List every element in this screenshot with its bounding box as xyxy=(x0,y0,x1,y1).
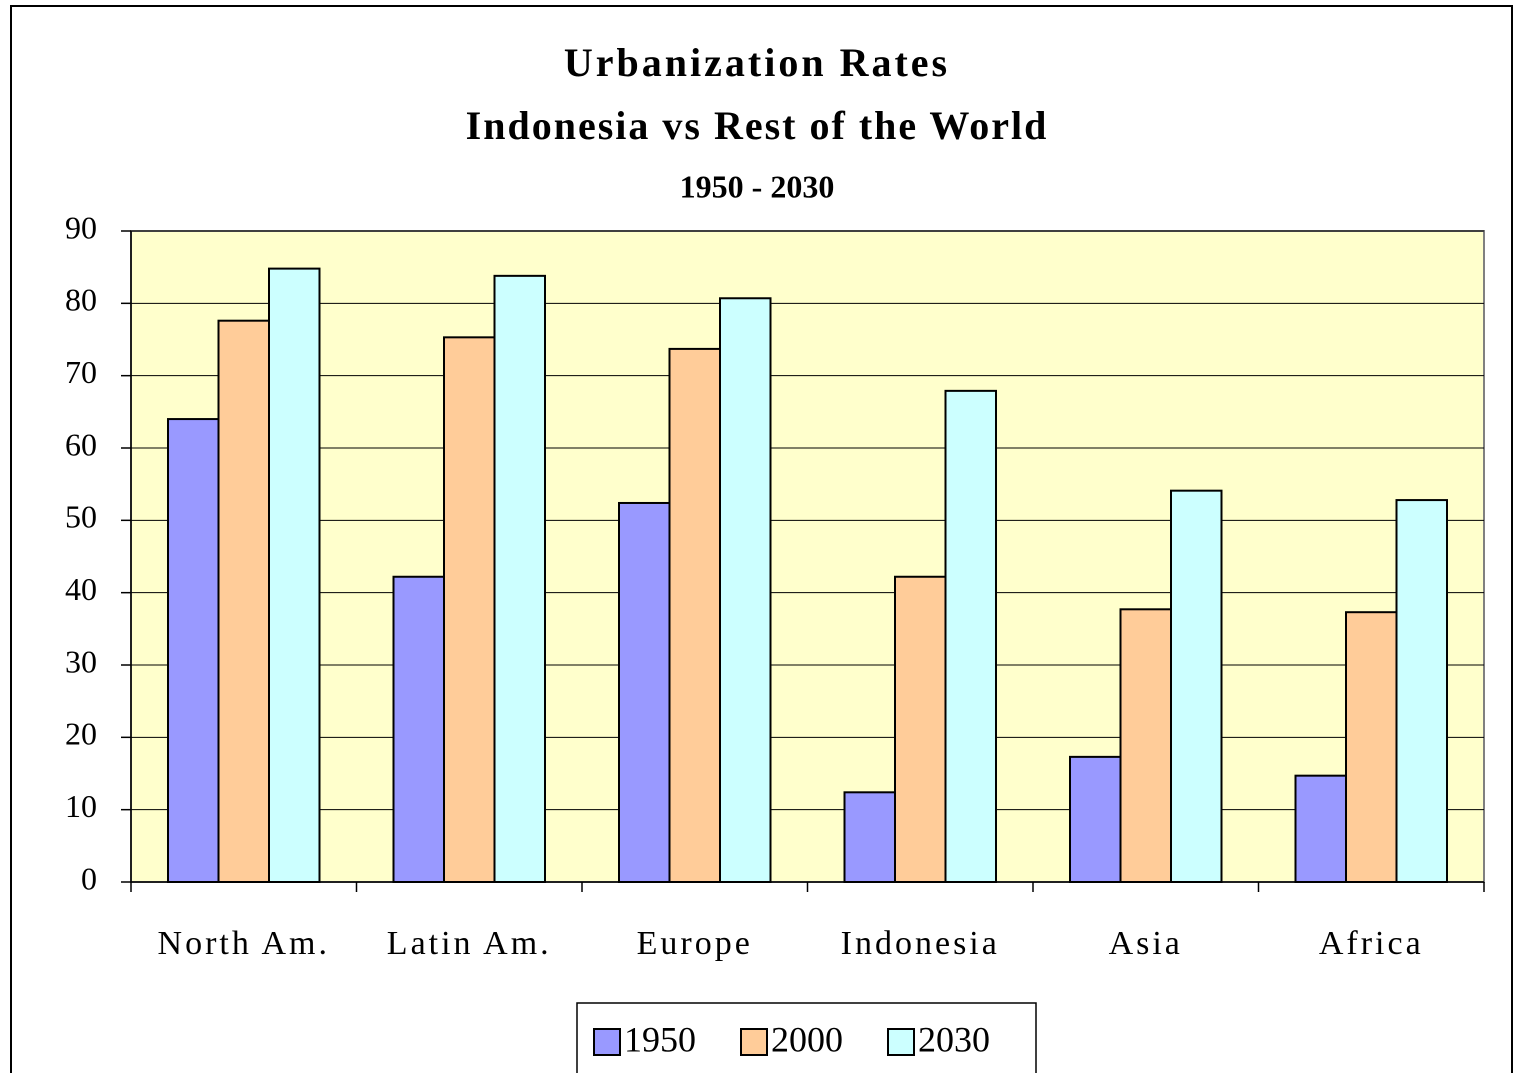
legend-label: 2000 xyxy=(771,1019,843,1059)
x-tick-label: Europe xyxy=(637,925,753,962)
y-tick-label: 0 xyxy=(81,860,97,896)
bar xyxy=(1395,499,1448,883)
x-tick-label: Indonesia xyxy=(841,925,1000,962)
chart-title: Urbanization Rates xyxy=(564,40,950,85)
bar xyxy=(443,336,496,883)
bar xyxy=(843,791,896,883)
legend-label: 2030 xyxy=(918,1019,990,1059)
bar xyxy=(1170,489,1223,883)
chart-frame xyxy=(10,5,1513,1073)
bar xyxy=(1069,755,1122,884)
bar xyxy=(668,347,721,883)
bar xyxy=(217,319,270,883)
bar xyxy=(1345,611,1398,883)
plot-area xyxy=(130,230,1485,883)
bar xyxy=(719,297,772,883)
chart-subtitle: 1950 - 2030 xyxy=(680,168,835,204)
y-tick-label: 90 xyxy=(65,209,97,245)
y-tick-label: 20 xyxy=(65,716,97,752)
bar xyxy=(944,389,997,883)
chart-subtitle: Indonesia vs Rest of the World xyxy=(466,103,1049,148)
bar xyxy=(167,418,220,883)
bar xyxy=(1119,608,1172,883)
y-tick-label: 30 xyxy=(65,643,97,679)
x-tick-label: North Am. xyxy=(158,925,330,962)
legend-label: 1950 xyxy=(624,1019,696,1059)
bar xyxy=(894,575,947,884)
y-tick-label: 80 xyxy=(65,282,97,318)
y-tick-label: 10 xyxy=(65,788,97,824)
legend-swatch xyxy=(740,1028,768,1056)
legend-swatch xyxy=(593,1028,621,1056)
bar xyxy=(1294,774,1347,883)
x-tick-label: Asia xyxy=(1109,925,1183,962)
bar xyxy=(392,575,445,884)
bar xyxy=(618,501,671,883)
y-tick-label: 50 xyxy=(65,499,97,535)
bar xyxy=(493,274,546,883)
y-tick-label: 60 xyxy=(65,426,97,462)
y-tick-label: 70 xyxy=(65,354,97,390)
y-tick-label: 40 xyxy=(65,571,97,607)
x-tick-label: Africa xyxy=(1319,925,1424,962)
legend-box xyxy=(576,1002,1037,1073)
x-tick-label: Latin Am. xyxy=(387,925,552,962)
bar xyxy=(268,267,321,883)
legend-swatch xyxy=(887,1028,915,1056)
